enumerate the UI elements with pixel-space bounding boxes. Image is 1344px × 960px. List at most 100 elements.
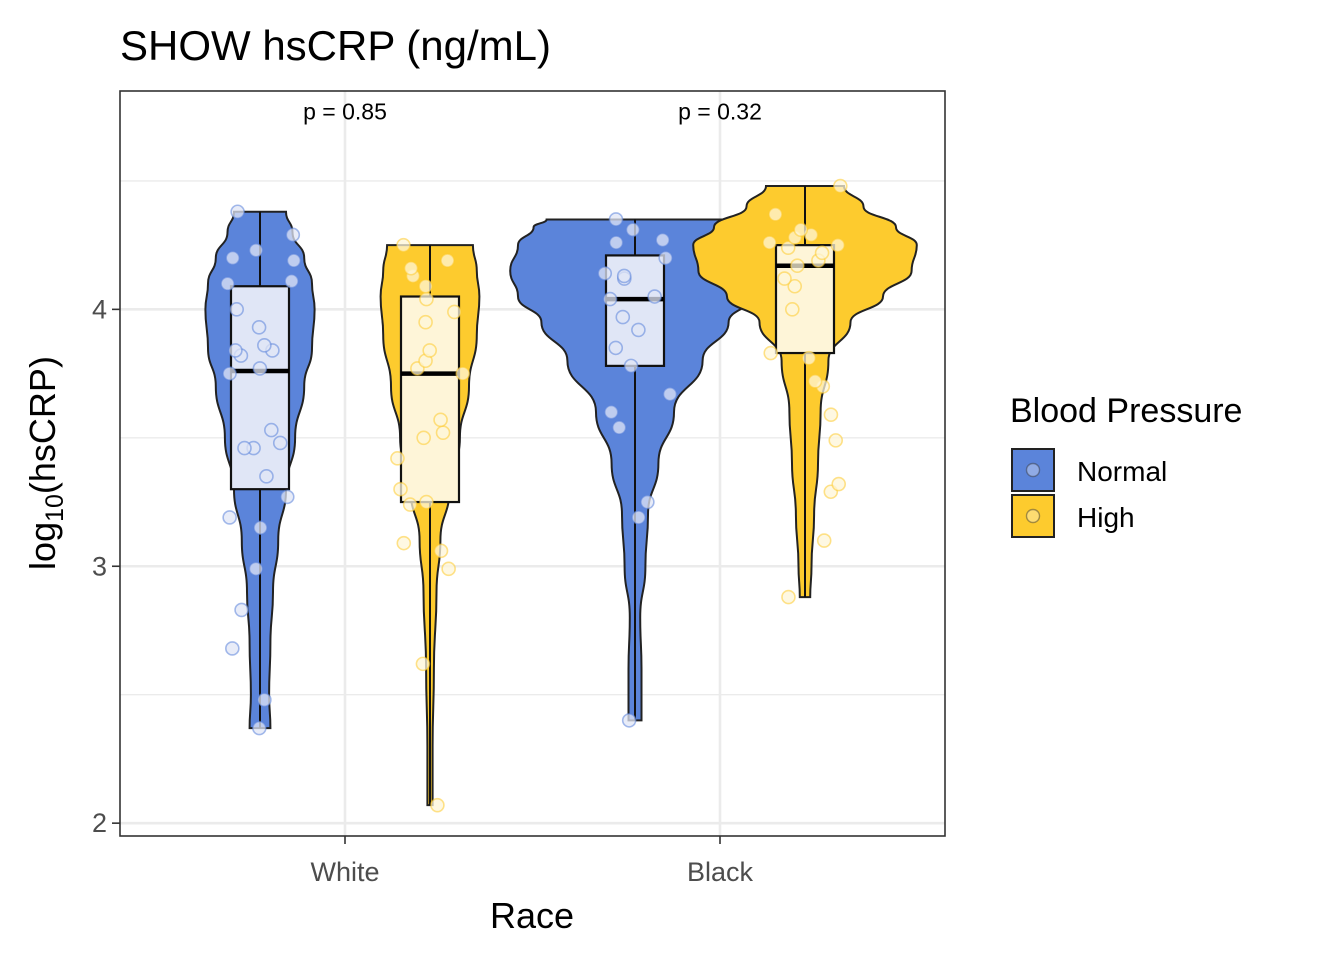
y-axis-title-subscript: 10: [41, 494, 69, 522]
data-point-normal-black: [623, 358, 639, 374]
legend-title: Blood Pressure: [1010, 392, 1242, 430]
data-point-normal-white: [228, 343, 243, 358]
data-point-normal-black: [631, 322, 646, 338]
data-point-high-white: [396, 535, 412, 551]
data-point-normal-white: [252, 361, 268, 376]
x-axis: White Black: [310, 836, 754, 887]
data-point-normal-white: [264, 422, 279, 438]
data-point-high-white: [435, 425, 451, 440]
data-point-high-white: [440, 253, 455, 268]
data-point-normal-white: [285, 227, 301, 243]
data-point-high-white: [430, 797, 445, 813]
data-point-normal-white: [234, 602, 249, 618]
data-point-normal-black: [662, 386, 678, 402]
data-point-normal-white: [251, 320, 267, 335]
data-point-normal-black: [655, 232, 670, 248]
x-axis-title: Race: [490, 895, 574, 936]
data-point-high-white: [419, 291, 434, 307]
data-point-high-white: [447, 304, 462, 320]
x-tick-label-black: Black: [687, 857, 754, 887]
data-point-high-black: [790, 258, 805, 273]
data-point-high-black: [768, 207, 783, 222]
y-axis-title-suffix: (hsCRP): [22, 356, 63, 494]
data-point-high-black: [801, 350, 817, 366]
data-point-high-black: [814, 245, 830, 261]
data-point-high-white: [441, 561, 456, 577]
data-point-normal-black: [616, 268, 632, 284]
data-point-normal-black: [640, 494, 655, 510]
data-point-high-white: [396, 237, 411, 253]
legend-key-normal: [1011, 448, 1055, 492]
data-point-normal-white: [225, 250, 240, 266]
data-point-normal-white: [272, 435, 288, 451]
y-tick-label: 4: [92, 294, 107, 324]
data-point-high-black: [828, 433, 844, 448]
data-point-normal-white: [257, 692, 272, 708]
data-point-high-black: [793, 222, 809, 238]
data-point-normal-black: [625, 222, 641, 238]
data-point-normal-white: [252, 720, 267, 736]
p-value-black: p = 0.32: [678, 98, 762, 124]
data-point-high-black: [777, 271, 792, 286]
data-point-normal-white: [284, 273, 299, 289]
data-point-normal-white: [286, 253, 302, 268]
data-point-high-black: [831, 476, 847, 492]
data-point-high-black: [785, 302, 800, 317]
legend-label-normal: Normal: [1077, 456, 1167, 487]
chart-title: SHOW hsCRP (ng/mL): [120, 22, 551, 69]
data-point-high-black: [830, 237, 846, 253]
data-point-high-black: [762, 235, 777, 250]
data-point-normal-white: [259, 469, 274, 484]
data-point-normal-black: [608, 340, 624, 356]
y-tick-label: 3: [92, 551, 107, 581]
data-point-normal-black: [621, 713, 637, 728]
plot-panel-border: [119, 90, 946, 837]
data-point-normal-black: [647, 289, 662, 304]
data-point-high-white: [416, 430, 431, 446]
data-point-normal-black: [603, 404, 619, 420]
data-point-high-white: [393, 481, 408, 497]
data-point-normal-white: [237, 440, 252, 456]
data-point-high-white: [433, 412, 448, 428]
data-point-normal-black: [615, 309, 631, 325]
data-point-high-white: [433, 543, 449, 559]
data-point-high-black: [823, 407, 839, 422]
data-point-high-white: [418, 278, 433, 294]
data-point-high-white: [415, 656, 431, 672]
data-point-normal-white: [222, 366, 237, 381]
y-axis-title-prefix: log: [22, 522, 63, 570]
data-point-normal-white: [230, 204, 245, 220]
data-point-high-black: [763, 345, 779, 361]
legend-key-high: [1011, 494, 1055, 538]
data-point-high-black: [807, 373, 823, 389]
y-axis: 2 3 4: [92, 294, 120, 838]
data-point-normal-black: [602, 291, 618, 307]
data-point-normal-black: [658, 250, 673, 266]
data-point-normal-white: [279, 489, 295, 505]
data-point-high-black: [833, 178, 848, 194]
y-tick-label: 2: [92, 808, 107, 838]
jitter-points: [220, 178, 848, 813]
data-point-high-white: [422, 343, 437, 358]
data-point-normal-black: [608, 235, 624, 250]
data-point-normal-black: [597, 266, 613, 281]
legend-label-high: High: [1077, 502, 1135, 533]
data-point-high-white: [419, 494, 434, 510]
annotations: p = 0.85 p = 0.32: [303, 98, 762, 124]
p-value-white: p = 0.85: [303, 98, 387, 124]
y-axis-title: log10(hsCRP): [22, 356, 69, 570]
data-point-normal-white: [253, 520, 268, 536]
data-point-high-black: [787, 278, 803, 294]
data-point-high-black: [780, 240, 796, 256]
data-point-normal-white: [248, 561, 264, 577]
data-point-normal-black: [631, 510, 646, 525]
x-tick-label-white: White: [310, 857, 379, 887]
box-normal-white: [229, 285, 291, 491]
legend: Blood Pressure Normal High: [1010, 392, 1242, 538]
data-point-normal-white: [220, 276, 235, 291]
data-point-normal-white: [248, 242, 264, 258]
data-point-high-black: [816, 533, 832, 548]
legend-key-point-high: [1025, 508, 1041, 524]
data-point-high-white: [402, 497, 418, 512]
